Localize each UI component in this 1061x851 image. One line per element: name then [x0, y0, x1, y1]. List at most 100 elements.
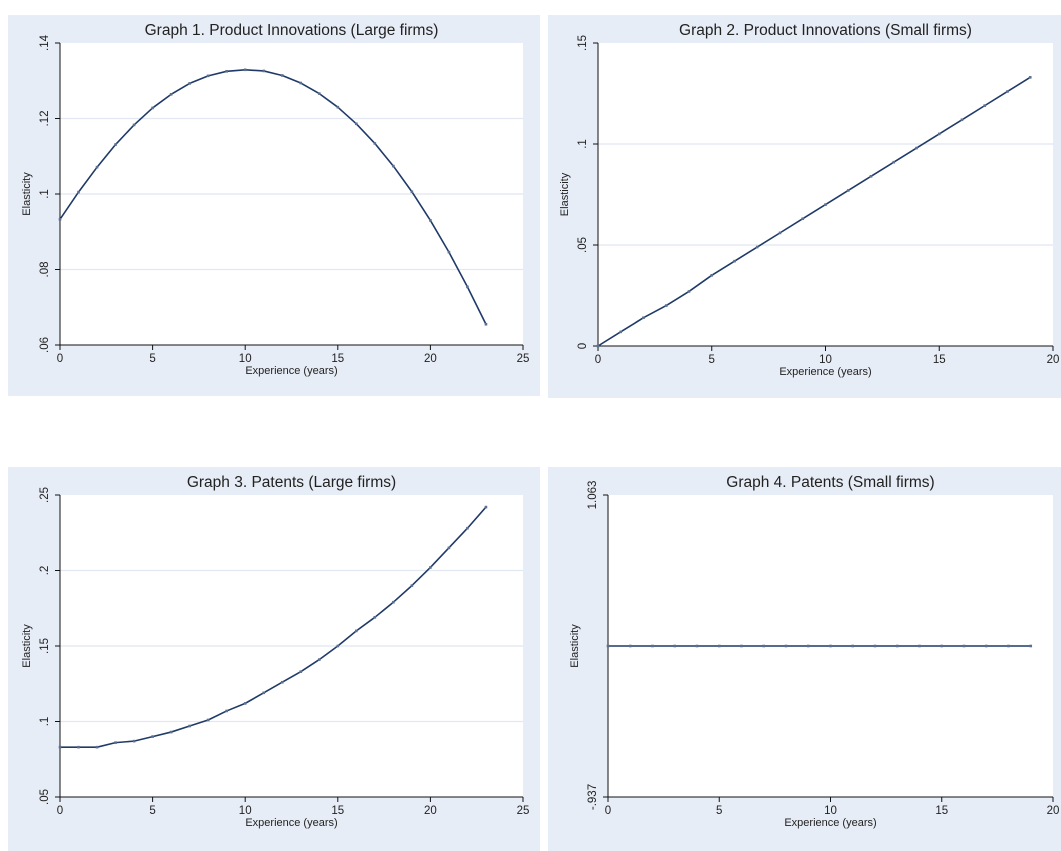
data-point — [58, 745, 62, 749]
data-point — [429, 566, 432, 569]
data-point — [95, 165, 99, 169]
data-point — [336, 644, 340, 648]
data-point — [336, 105, 340, 109]
y-axis-title: Elasticity — [21, 624, 33, 668]
data-point — [873, 644, 877, 648]
x-tick-label: 5 — [716, 805, 722, 817]
x-tick-label: 20 — [1047, 805, 1060, 817]
x-axis-title: Experience (years) — [779, 366, 871, 378]
graph-4-panel: Graph 4. Patents (Small firms) 0 5 10 15 20 -.… — [548, 467, 1061, 851]
x-tick-label: 25 — [517, 353, 530, 365]
data-point — [1006, 90, 1009, 93]
x-axis-title: Experience (years) — [245, 817, 337, 829]
data-point — [801, 217, 805, 221]
data-point — [299, 670, 303, 673]
data-point — [784, 644, 788, 648]
data-point — [695, 644, 699, 648]
y-tick-label: .15 — [577, 35, 589, 51]
data-point — [206, 74, 210, 78]
x-tick-label: 0 — [57, 353, 63, 365]
x-tick-label: 20 — [1047, 354, 1060, 366]
data-point — [806, 644, 810, 648]
data-point — [188, 82, 191, 85]
data-point — [429, 219, 432, 222]
data-point — [962, 644, 966, 648]
x-tick-label: 0 — [605, 805, 611, 817]
data-point — [869, 175, 873, 178]
chart-1: Graph 1. Product Innovations (Large firm… — [21, 22, 530, 377]
data-point — [151, 106, 154, 110]
x-tick-label: 25 — [517, 805, 530, 817]
data-point — [262, 69, 266, 73]
x-tick-label: 5 — [149, 805, 155, 817]
y-tick-label: .1 — [39, 717, 51, 727]
data-point — [960, 118, 964, 122]
data-point — [169, 93, 173, 96]
x-tick-label: 10 — [824, 805, 837, 817]
y-axis-title: Elasticity — [569, 624, 581, 668]
data-point — [664, 304, 668, 307]
chart-4: Graph 4. Patents (Small firms) 0 5 10 15 20 -.… — [569, 474, 1060, 829]
x-tick-label: 5 — [149, 353, 155, 365]
data-point — [355, 122, 358, 126]
data-point — [206, 718, 210, 722]
data-point — [606, 644, 610, 648]
data-point — [740, 644, 743, 648]
series-line — [59, 68, 487, 325]
y-tick-label: .1 — [577, 139, 589, 149]
x-tick-label: 10 — [819, 354, 832, 366]
graph-3-panel: Graph 3. Patents (Large firms) 0 5 10 15 20 25… — [8, 467, 540, 851]
data-point — [755, 245, 759, 249]
data-point — [114, 143, 117, 146]
data-point — [355, 629, 358, 633]
data-point — [317, 658, 321, 661]
data-point — [169, 730, 173, 734]
chart-title: Graph 4. Patents (Small firms) — [726, 474, 934, 491]
data-point — [596, 344, 600, 348]
data-point — [188, 724, 191, 728]
chart-title: Graph 3. Patents (Large firms) — [187, 474, 396, 491]
data-point — [1028, 76, 1032, 79]
data-point — [466, 285, 469, 289]
data-point — [915, 146, 918, 150]
data-point — [733, 259, 736, 263]
data-point — [280, 680, 284, 684]
data-point — [392, 164, 395, 168]
y-tick-label: .05 — [39, 789, 51, 805]
data-point — [651, 644, 654, 648]
x-tick-label: 10 — [239, 353, 252, 365]
y-tick-label: .06 — [39, 337, 51, 353]
data-point — [484, 322, 488, 326]
data-point — [824, 203, 827, 206]
data-point — [262, 691, 266, 695]
y-tick-label: 0 — [577, 343, 589, 349]
data-point — [829, 644, 832, 648]
data-point — [151, 735, 154, 738]
x-tick-label: 15 — [331, 353, 344, 365]
data-point — [983, 104, 987, 107]
data-point — [937, 132, 941, 136]
series-line — [597, 76, 1031, 347]
y-tick-label: .15 — [39, 638, 51, 654]
chart-2: Graph 2. Product Innovations (Small firm… — [559, 22, 1060, 378]
data-point — [1007, 644, 1010, 648]
y-axis-title: Elasticity — [21, 172, 33, 216]
x-tick-label: 20 — [424, 353, 437, 365]
data-point — [619, 330, 623, 334]
y-tick-label: .25 — [39, 487, 51, 503]
y-tick-label: 1.063 — [587, 481, 599, 510]
data-point — [392, 600, 395, 604]
data-point — [77, 745, 80, 749]
y-tick-label: .05 — [577, 237, 589, 253]
data-point — [687, 290, 691, 293]
data-point — [762, 644, 766, 648]
data-point — [77, 190, 80, 194]
chart-title: Graph 2. Product Innovations (Small firm… — [679, 22, 972, 39]
data-point — [132, 123, 136, 127]
data-point — [447, 250, 451, 254]
data-point — [132, 739, 136, 743]
data-point — [58, 217, 62, 221]
x-tick-label: 15 — [331, 805, 344, 817]
data-point — [243, 68, 247, 72]
data-point — [373, 616, 377, 619]
